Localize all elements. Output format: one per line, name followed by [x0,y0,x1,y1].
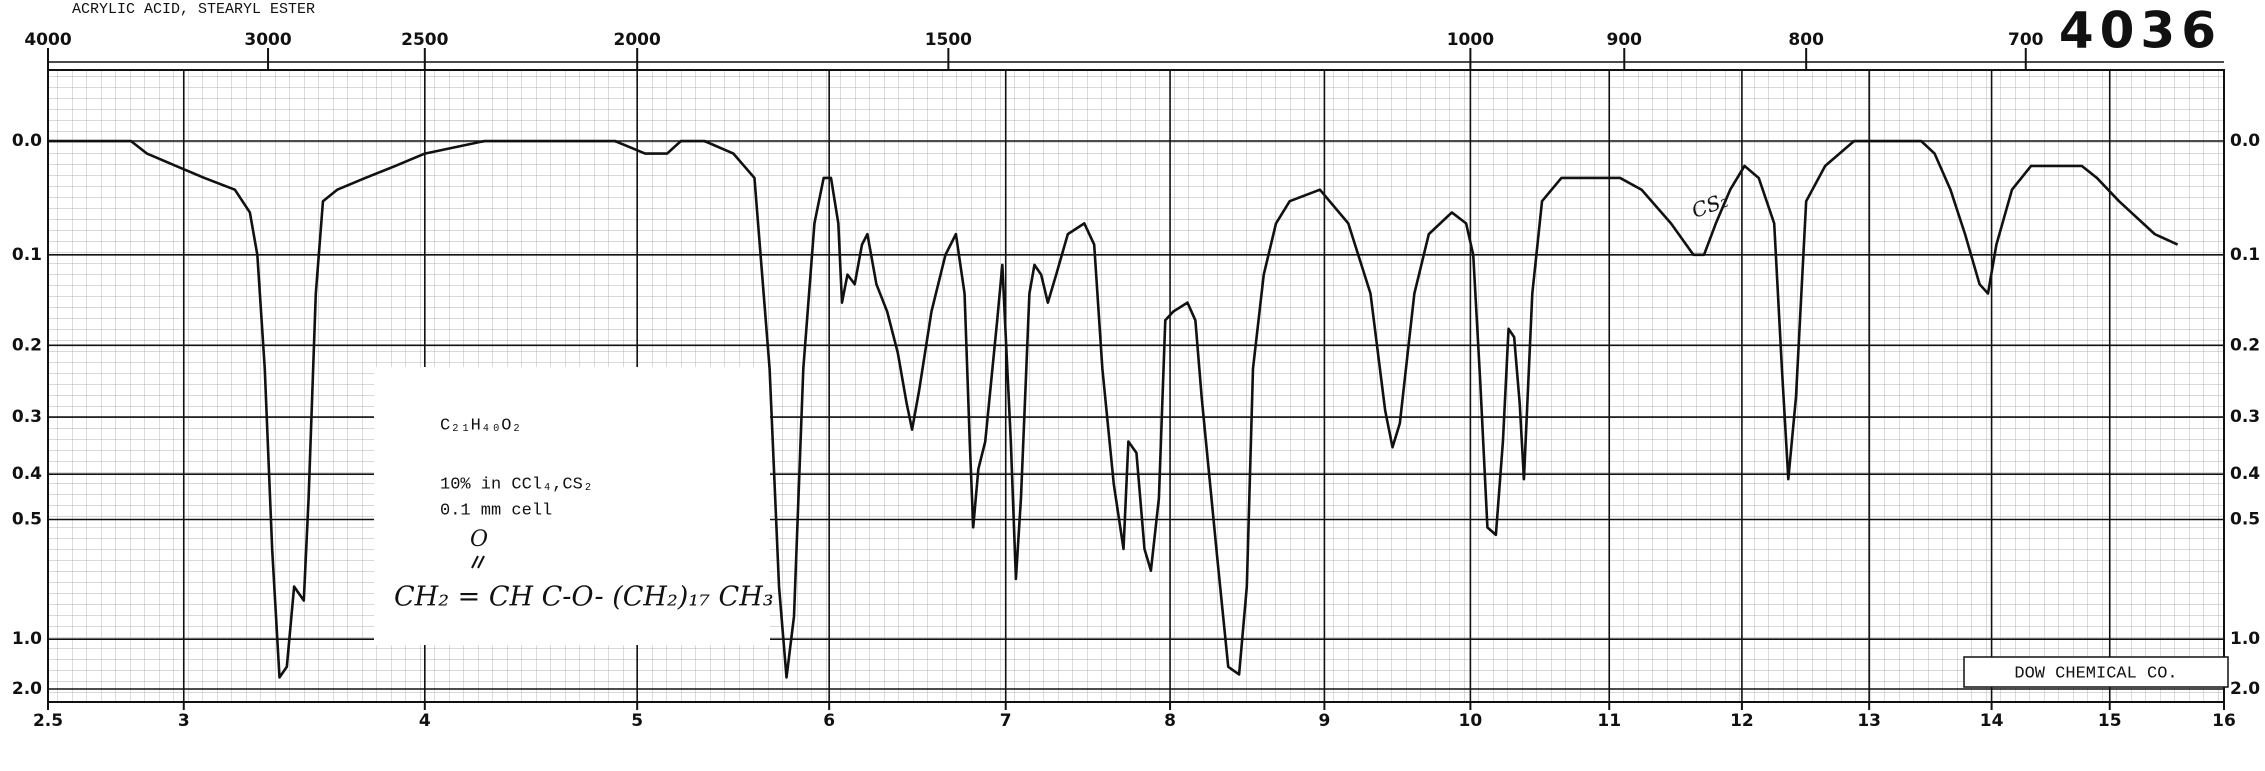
y-tick-label-right: 1.0 [2230,629,2260,649]
annotation: 0.1 mm cell [440,501,552,520]
y-tick-label: 0.4 [12,464,42,484]
x2-tick-label: 4000 [24,30,71,50]
y-tick-label: 0.2 [12,335,42,355]
annotation-box [374,367,770,645]
x-tick-label: 5 [631,711,643,731]
source-box [1963,656,2229,688]
x-tick-label: 3 [178,711,190,731]
x2-tick-label: 800 [1788,30,1824,50]
annotation: 10% in CCl₄,CS₂ [440,475,593,494]
y-tick-label: 2.0 [12,679,42,699]
spectrum-line [48,139,2179,679]
chart-title: ACRYLIC ACID, STEARYL ESTER [72,1,315,18]
x-tick-label: 9 [1318,711,1330,731]
x2-tick-label: 1000 [1447,30,1494,50]
x-tick-label: 4 [419,711,431,731]
x-tick-label: 8 [1164,711,1176,731]
y-tick-label: 0.5 [12,509,42,529]
x2-tick-label: 2500 [401,30,448,50]
y-tick-label-right: 0.1 [2230,245,2260,265]
y-tick-label: 1.0 [12,629,42,649]
annotation: O [470,527,488,552]
y-tick-label-right: 0.4 [2230,464,2260,484]
x-tick-label: 6 [823,711,835,731]
y-tick-label: 0.0 [12,131,42,151]
chart-number: 4036 [2059,2,2222,60]
x2-tick-label: 700 [2008,30,2044,50]
x-tick-label: 10 [1459,711,1483,731]
x-tick-label: 12 [1730,711,1754,731]
x2-tick-label: 900 [1607,30,1643,50]
y-tick-label-right: 2.0 [2230,679,2260,699]
x2-tick-label: 3000 [244,30,291,50]
y-tick-label: 0.3 [12,407,42,427]
y-tick-label-right: 0.5 [2230,509,2260,529]
x-tick-label: 15 [2098,711,2122,731]
x-tick-label: 11 [1597,711,1621,731]
annotation: C₂₁H₄₀O₂ [440,416,522,435]
source-label: DOW CHEMICAL CO. [2014,664,2177,683]
x-tick-label: 16 [2212,711,2236,731]
x-tick-label: 13 [1857,711,1881,731]
annotation: CH₂ = CH C-O- (CH₂)₁₇ CH₃ [394,582,774,613]
y-tick-label-right: 0.3 [2230,407,2260,427]
y-tick-label-right: 0.0 [2230,131,2260,151]
x-tick-label: 2.5 [33,711,63,731]
x-tick-label: 7 [1000,711,1012,731]
x2-tick-label: 2000 [614,30,661,50]
y-tick-label-right: 0.2 [2230,335,2260,355]
x2-tick-label: 1500 [925,30,972,50]
x-tick-label: 14 [1980,711,2004,731]
double-bond [471,555,485,569]
y-tick-label: 0.1 [12,245,42,265]
